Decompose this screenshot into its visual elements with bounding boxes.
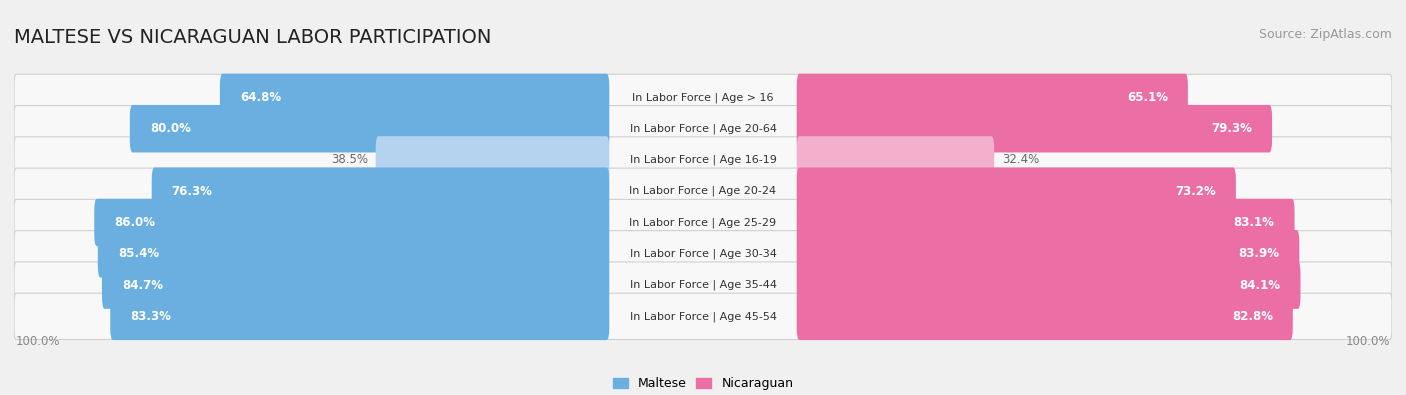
FancyBboxPatch shape (94, 199, 609, 246)
FancyBboxPatch shape (797, 105, 1272, 152)
Text: 73.2%: 73.2% (1175, 185, 1216, 198)
Text: 76.3%: 76.3% (172, 185, 212, 198)
FancyBboxPatch shape (797, 199, 1295, 246)
FancyBboxPatch shape (797, 230, 1299, 278)
Text: 82.8%: 82.8% (1232, 310, 1272, 323)
Text: 64.8%: 64.8% (240, 91, 281, 104)
Text: 83.1%: 83.1% (1233, 216, 1275, 229)
FancyBboxPatch shape (110, 293, 609, 340)
FancyBboxPatch shape (375, 136, 609, 184)
Text: 100.0%: 100.0% (15, 335, 60, 348)
FancyBboxPatch shape (98, 230, 609, 278)
Text: 80.0%: 80.0% (150, 122, 191, 135)
FancyBboxPatch shape (14, 293, 1392, 339)
Text: In Labor Force | Age 16-19: In Labor Force | Age 16-19 (630, 155, 776, 165)
FancyBboxPatch shape (14, 105, 1392, 152)
Text: In Labor Force | Age 45-54: In Labor Force | Age 45-54 (630, 311, 776, 322)
Text: 38.5%: 38.5% (330, 154, 368, 166)
Text: 83.3%: 83.3% (131, 310, 172, 323)
FancyBboxPatch shape (14, 199, 1392, 246)
Text: In Labor Force | Age 20-64: In Labor Force | Age 20-64 (630, 124, 776, 134)
FancyBboxPatch shape (797, 261, 1301, 309)
FancyBboxPatch shape (797, 293, 1292, 340)
Text: In Labor Force | Age 25-29: In Labor Force | Age 25-29 (630, 217, 776, 228)
Text: 85.4%: 85.4% (118, 247, 159, 260)
Text: 84.7%: 84.7% (122, 278, 163, 292)
Text: 65.1%: 65.1% (1128, 91, 1168, 104)
Text: Source: ZipAtlas.com: Source: ZipAtlas.com (1258, 28, 1392, 41)
Text: 32.4%: 32.4% (1001, 154, 1039, 166)
Text: 86.0%: 86.0% (114, 216, 155, 229)
Text: In Labor Force | Age 20-24: In Labor Force | Age 20-24 (630, 186, 776, 196)
Text: In Labor Force | Age 30-34: In Labor Force | Age 30-34 (630, 248, 776, 259)
FancyBboxPatch shape (797, 167, 1236, 215)
FancyBboxPatch shape (14, 231, 1392, 277)
Text: 84.1%: 84.1% (1240, 278, 1281, 292)
Text: 83.9%: 83.9% (1239, 247, 1279, 260)
FancyBboxPatch shape (797, 136, 994, 184)
Text: 100.0%: 100.0% (1346, 335, 1391, 348)
Text: MALTESE VS NICARAGUAN LABOR PARTICIPATION: MALTESE VS NICARAGUAN LABOR PARTICIPATIO… (14, 28, 492, 47)
Text: In Labor Force | Age 35-44: In Labor Force | Age 35-44 (630, 280, 776, 290)
FancyBboxPatch shape (14, 74, 1392, 120)
FancyBboxPatch shape (14, 168, 1392, 214)
Text: 79.3%: 79.3% (1211, 122, 1253, 135)
FancyBboxPatch shape (152, 167, 609, 215)
Legend: Maltese, Nicaraguan: Maltese, Nicaraguan (607, 372, 799, 395)
FancyBboxPatch shape (14, 137, 1392, 183)
FancyBboxPatch shape (129, 105, 609, 152)
FancyBboxPatch shape (797, 73, 1188, 121)
FancyBboxPatch shape (219, 73, 609, 121)
Text: In Labor Force | Age > 16: In Labor Force | Age > 16 (633, 92, 773, 103)
FancyBboxPatch shape (103, 261, 609, 309)
FancyBboxPatch shape (14, 262, 1392, 308)
